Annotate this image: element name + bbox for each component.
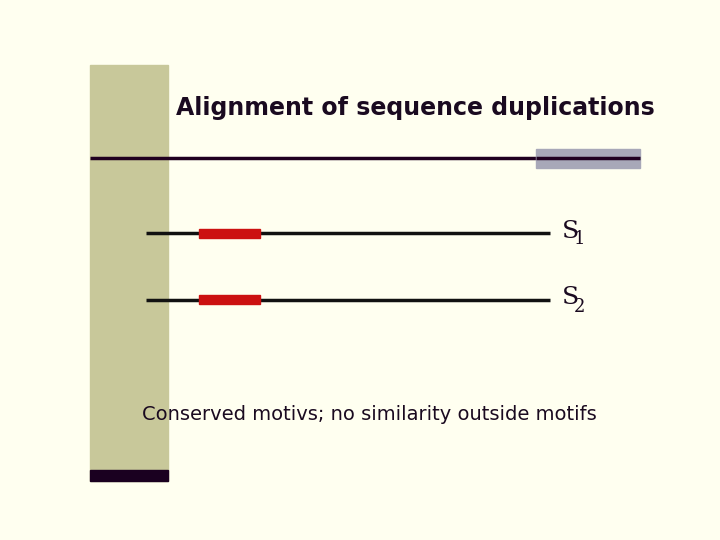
- Text: Alignment of sequence duplications: Alignment of sequence duplications: [176, 97, 655, 120]
- Bar: [199, 295, 260, 305]
- Text: S: S: [562, 220, 579, 242]
- Bar: [90, 65, 168, 481]
- Text: 1: 1: [574, 230, 585, 248]
- Text: Conserved motivs; no similarity outside motifs: Conserved motivs; no similarity outside …: [142, 404, 596, 423]
- Bar: [199, 228, 260, 238]
- Bar: [536, 149, 639, 168]
- Text: S: S: [562, 286, 579, 309]
- Text: 2: 2: [574, 298, 585, 316]
- Bar: [90, 470, 168, 481]
